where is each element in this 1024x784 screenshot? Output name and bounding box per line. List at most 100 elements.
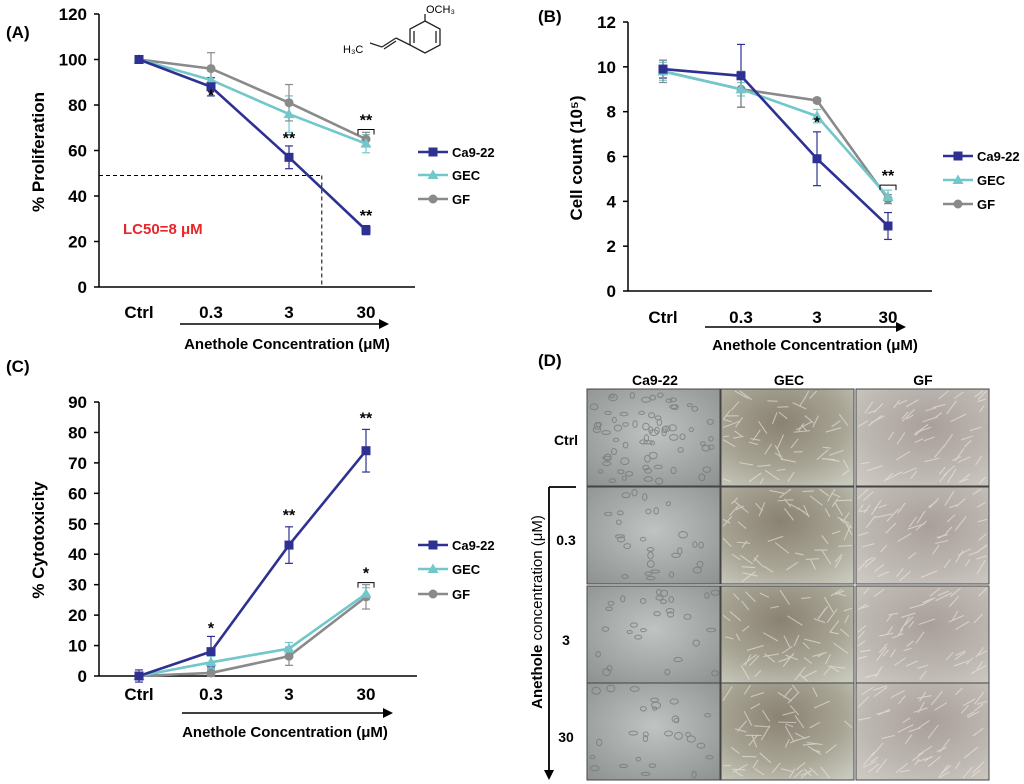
cell — [862, 491, 874, 501]
cell — [825, 744, 837, 754]
cell — [729, 611, 742, 622]
cell — [794, 715, 805, 729]
y-tick-label: 60 — [68, 142, 87, 161]
cell — [823, 596, 834, 613]
cell — [744, 591, 756, 603]
cell — [974, 703, 984, 712]
cell — [668, 424, 677, 432]
cell — [692, 566, 702, 574]
cell — [809, 767, 819, 776]
legend-item-gf: GF — [418, 587, 470, 602]
cell — [597, 469, 604, 474]
legend-item-ca9-22: Ca9-22 — [418, 145, 495, 160]
cell — [783, 654, 794, 662]
cell — [731, 497, 738, 505]
cell — [589, 754, 596, 760]
cell — [834, 556, 842, 568]
cell — [858, 504, 864, 513]
cell — [901, 411, 909, 420]
cell — [620, 595, 626, 603]
cell — [913, 423, 929, 436]
cell — [938, 771, 950, 779]
structure-h3c-label: H₃C — [343, 44, 363, 56]
data-point-gec — [882, 191, 894, 201]
cell — [863, 760, 877, 768]
cell — [978, 477, 986, 485]
data-point-gec — [205, 74, 217, 84]
cell — [842, 459, 849, 469]
panel-c: (C) 0 10 20 30 40 50 60 70 80 90 Ctrl 0.3 3 30 % Cyt… — [6, 357, 495, 741]
cell — [661, 428, 667, 437]
cell — [618, 763, 628, 769]
cell — [972, 761, 985, 774]
cell — [757, 464, 771, 467]
cell — [774, 542, 790, 554]
y-tick-label: 70 — [68, 454, 87, 473]
cell — [843, 607, 853, 612]
cell — [753, 557, 765, 568]
cell — [664, 668, 671, 676]
cell — [653, 507, 659, 515]
legend-item-gec: GEC — [418, 168, 481, 183]
cell — [664, 730, 673, 737]
cell — [691, 406, 699, 412]
panel-d-side-label: Anethole concentration (μM) — [529, 515, 546, 709]
cell — [962, 698, 976, 707]
cell — [730, 746, 740, 755]
cell — [818, 608, 826, 619]
cell — [859, 509, 868, 513]
cell — [776, 434, 785, 450]
cell — [771, 412, 778, 425]
cell — [794, 666, 806, 681]
cell — [910, 470, 918, 480]
data-point-gf — [206, 668, 216, 678]
y-tick-label: 4 — [607, 192, 617, 211]
cell — [606, 684, 616, 693]
cell — [705, 755, 714, 760]
cell — [816, 449, 829, 461]
micrograph-tile — [586, 682, 721, 781]
y-tick-label: 40 — [68, 545, 87, 564]
cell — [954, 391, 964, 399]
cell — [593, 421, 602, 430]
lc50-guide — [99, 175, 323, 287]
cell — [968, 551, 979, 556]
cell-texture — [857, 390, 987, 485]
cell — [800, 424, 808, 432]
cell — [642, 731, 649, 738]
cell — [857, 716, 871, 721]
cell — [925, 407, 937, 412]
cell — [780, 458, 796, 463]
cell — [887, 431, 894, 441]
cell — [759, 592, 770, 598]
cell — [686, 403, 693, 408]
x-category-label-0-3: 0.3 — [729, 308, 753, 327]
cell — [741, 571, 756, 583]
significance-marker: ** — [360, 208, 373, 225]
cell — [886, 626, 894, 635]
cell — [883, 472, 894, 482]
cell — [752, 759, 759, 769]
cell — [972, 727, 984, 737]
micrograph-gec-30 — [720, 682, 855, 781]
cell — [804, 415, 814, 424]
cell — [974, 390, 984, 398]
cell — [755, 502, 764, 512]
cell — [934, 702, 948, 711]
cell — [837, 516, 850, 524]
cell — [632, 420, 638, 429]
cell — [647, 551, 654, 560]
cell — [863, 751, 875, 766]
cell — [950, 413, 967, 423]
cell-texture — [722, 390, 851, 485]
cell — [639, 536, 647, 542]
cell — [674, 731, 683, 740]
cell — [801, 596, 812, 600]
cell — [949, 504, 958, 509]
cell — [668, 571, 675, 578]
legend-label: GEC — [977, 173, 1006, 188]
panel-b-plot: *** — [657, 43, 897, 241]
data-point-ca9-22 — [361, 446, 371, 456]
cell — [639, 706, 647, 712]
cell — [758, 502, 766, 517]
